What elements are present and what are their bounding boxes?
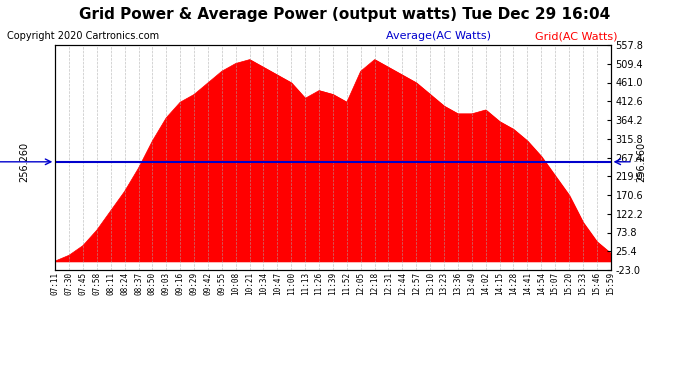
Text: Average(AC Watts): Average(AC Watts) bbox=[386, 32, 491, 41]
Text: 256.260: 256.260 bbox=[19, 142, 30, 182]
Text: Grid(AC Watts): Grid(AC Watts) bbox=[535, 32, 618, 41]
Text: Copyright 2020 Cartronics.com: Copyright 2020 Cartronics.com bbox=[7, 32, 159, 41]
Text: 256.260: 256.260 bbox=[636, 142, 647, 182]
Text: Grid Power & Average Power (output watts) Tue Dec 29 16:04: Grid Power & Average Power (output watts… bbox=[79, 8, 611, 22]
